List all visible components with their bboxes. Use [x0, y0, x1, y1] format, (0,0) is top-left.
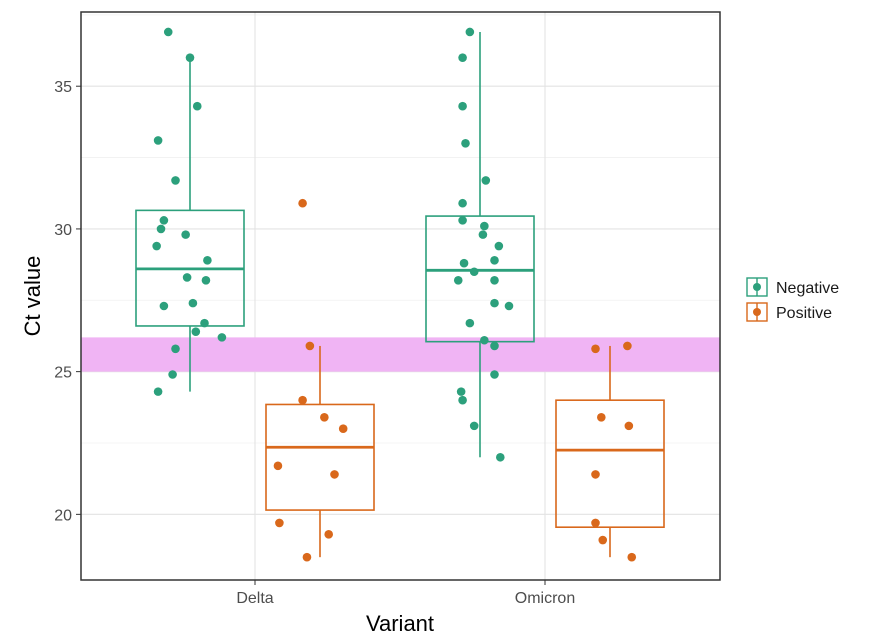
point-negative [168, 370, 177, 379]
plot-area [80, 11, 721, 581]
point-positive [591, 344, 600, 354]
point-negative [494, 241, 504, 251]
point-negative [453, 276, 463, 285]
box-iqr [425, 215, 535, 343]
x-tick-label: Omicron [515, 590, 575, 607]
legend-label: Negative [776, 280, 839, 297]
point-negative [490, 256, 499, 265]
point-negative [490, 341, 499, 351]
point-negative [480, 335, 489, 345]
point-positive [305, 341, 315, 351]
point-negative [481, 176, 491, 185]
point-negative [459, 258, 469, 268]
point-negative [490, 370, 499, 379]
y-tick-label: 30 [54, 222, 72, 239]
panel-border [80, 11, 721, 581]
point-positive [320, 413, 329, 422]
point-negative [152, 241, 161, 251]
point-negative [153, 387, 163, 396]
point-positive [275, 518, 284, 528]
point-negative [171, 176, 180, 185]
point-positive [338, 424, 348, 434]
point-positive [591, 518, 600, 528]
point-positive [597, 413, 606, 422]
point-negative [171, 344, 180, 354]
point-positive [598, 535, 608, 545]
point-negative [458, 395, 467, 405]
point-negative [201, 276, 211, 285]
box-iqr [265, 403, 375, 511]
y-tick-label: 20 [54, 507, 72, 524]
point-negative [217, 333, 227, 342]
legend-item-negative: Negative [746, 277, 839, 297]
point-negative [458, 216, 467, 225]
box-positive-delta [265, 345, 375, 558]
point-negative [188, 298, 198, 308]
point-positive [624, 421, 634, 431]
point-negative [185, 53, 195, 62]
point-negative [156, 224, 166, 234]
point-negative [182, 273, 192, 282]
y-tick-label: 25 [54, 365, 72, 382]
point-negative [458, 53, 467, 62]
point-negative [458, 101, 467, 111]
point-negative [163, 27, 173, 37]
point-negative [159, 216, 169, 225]
point-negative [496, 452, 505, 462]
point-negative [191, 327, 201, 336]
point-negative [461, 138, 470, 148]
point-negative [469, 421, 479, 431]
point-layer [152, 27, 637, 562]
point-negative [200, 318, 209, 328]
panel-background [81, 12, 720, 580]
point-negative [465, 27, 475, 37]
point-negative [478, 230, 488, 239]
point-negative [504, 301, 514, 311]
box-layer [135, 31, 665, 558]
legend-item-positive: Positive [746, 302, 832, 322]
box-negative-omicron [425, 31, 535, 458]
legend-key-point [753, 283, 761, 291]
point-negative [456, 387, 466, 396]
point-negative [480, 221, 489, 231]
point-negative [465, 318, 475, 328]
box-iqr [555, 399, 665, 528]
point-negative [203, 256, 212, 265]
point-negative [153, 136, 163, 145]
y-axis-title: Ct value [20, 256, 45, 337]
box-negative-delta [135, 57, 245, 392]
point-positive [627, 552, 637, 562]
highlight-band [81, 337, 720, 372]
point-negative [469, 267, 479, 277]
point-negative [458, 198, 467, 208]
point-positive [623, 341, 632, 351]
x-tick-label: Delta [236, 590, 273, 607]
y-tick-label: 35 [54, 79, 72, 96]
point-positive [298, 198, 307, 208]
point-positive [591, 470, 600, 479]
legend: Negative Positive [746, 277, 839, 322]
x-axis-ticks: Delta Omicron [236, 580, 575, 607]
legend-key-point [753, 308, 761, 316]
point-negative [490, 276, 499, 285]
point-positive [330, 470, 339, 479]
legend-label: Positive [776, 305, 832, 322]
y-axis-ticks: 20 25 30 35 [54, 79, 81, 524]
point-negative [159, 301, 169, 311]
x-axis-title: Variant [366, 611, 434, 634]
point-positive [273, 461, 283, 471]
point-positive [302, 552, 312, 562]
point-negative [490, 298, 499, 308]
point-positive [324, 530, 334, 539]
box-positive-omicron [555, 345, 665, 558]
point-negative [181, 230, 190, 239]
point-negative [192, 101, 202, 111]
point-positive [298, 395, 307, 405]
